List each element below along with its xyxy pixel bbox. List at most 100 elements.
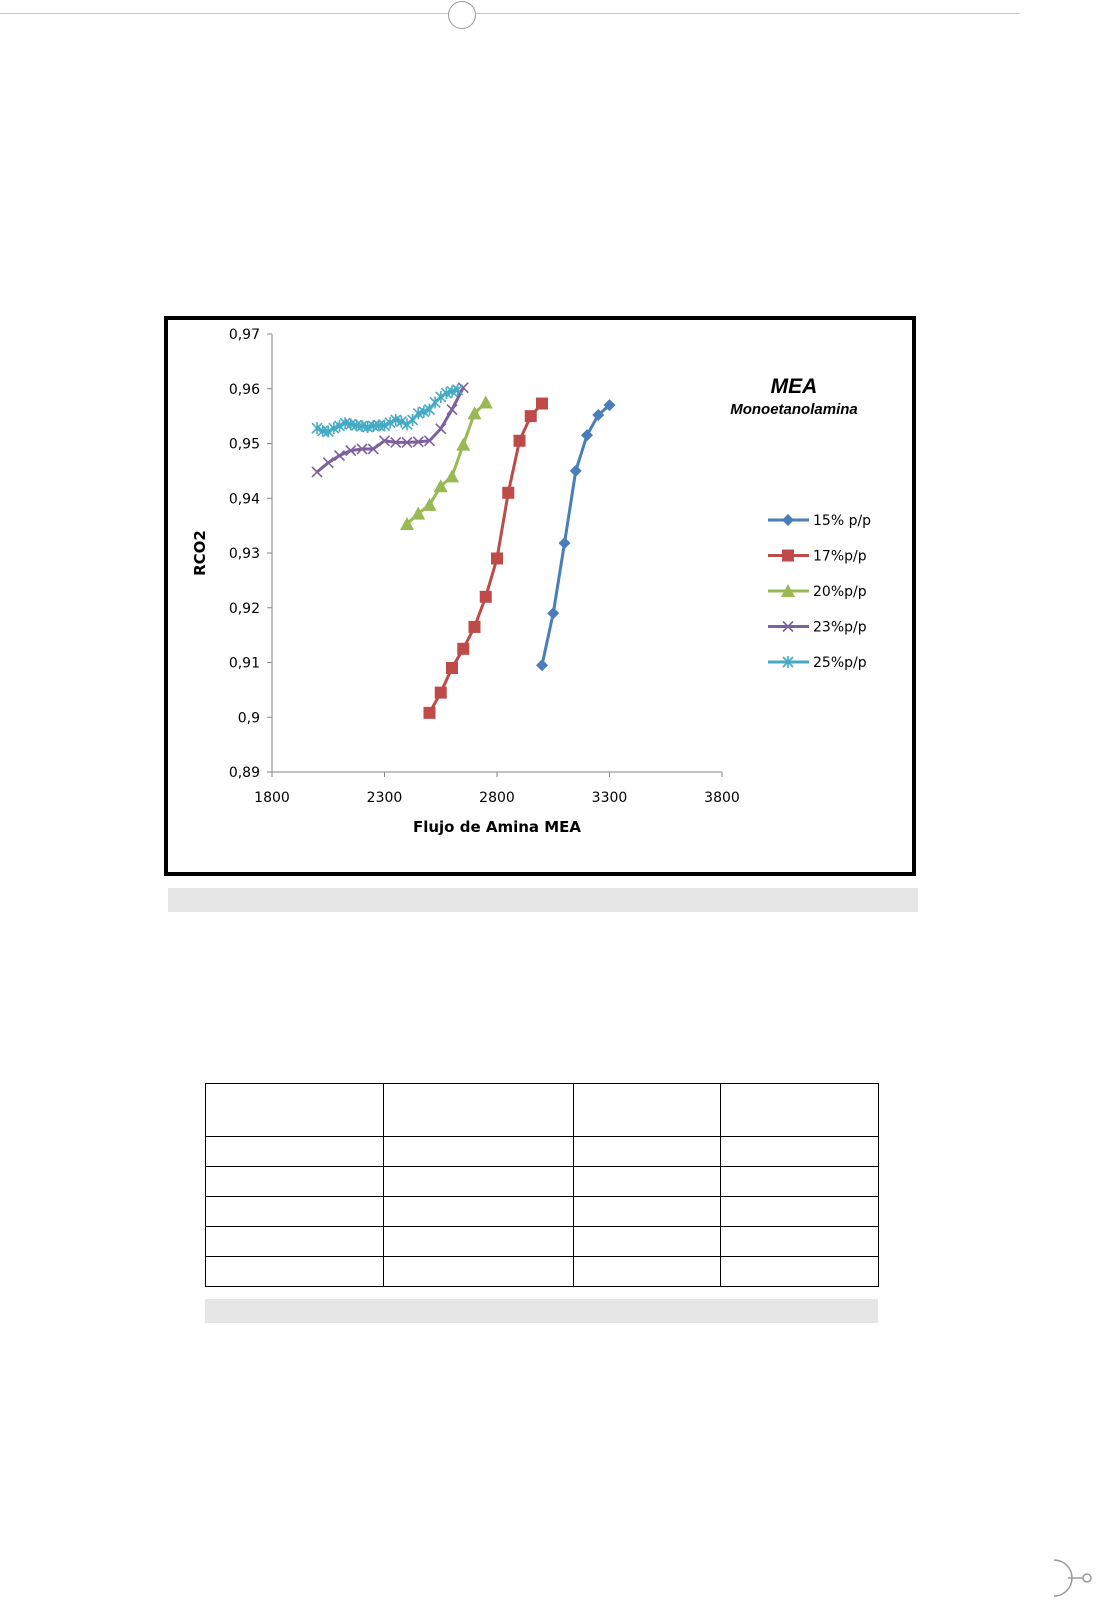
header-circle-ornament (448, 1, 476, 29)
x-tick-label: 3300 (592, 790, 628, 806)
data-point (378, 419, 391, 432)
data-point (422, 497, 437, 511)
y-tick-label: 0,89 (229, 765, 260, 781)
data-point (536, 659, 548, 672)
data-point (445, 469, 459, 483)
table-caption-bar (205, 1299, 878, 1323)
legend-item: 20%p/p (768, 584, 867, 600)
data-point (322, 457, 334, 469)
y-tick-label: 0,96 (229, 382, 260, 398)
data-point (401, 436, 413, 448)
legend-marker (782, 620, 794, 633)
y-tick-label: 0,95 (229, 437, 260, 453)
legend-item: 25%p/p (768, 655, 867, 671)
data-point (367, 443, 379, 455)
data-point (423, 435, 436, 447)
data-point (395, 415, 407, 428)
x-tick-label: 3800 (704, 790, 740, 806)
table-row (205, 1256, 879, 1287)
x-axis-label: Flujo de Amina MEA (413, 818, 581, 836)
data-point (345, 445, 357, 457)
legend-label: 23%p/p (813, 620, 867, 636)
data-point (378, 435, 391, 447)
data-point (592, 409, 605, 422)
data-point (401, 418, 413, 431)
legend-label: 15% p/p (813, 513, 871, 529)
page-corner-ornament (1053, 1559, 1092, 1597)
y-tick-label: 0,91 (229, 656, 260, 672)
data-point (452, 383, 464, 396)
series-group (311, 382, 616, 719)
legend-label: 17%p/p (813, 549, 867, 565)
chart-frame: 0,89 0,9 0,91 0,92 0,93 0,94 0,95 0,96 0,97 1800… (164, 316, 916, 876)
table-header-cell (205, 1083, 384, 1137)
data-table (205, 1083, 879, 1287)
data-point (400, 516, 414, 530)
data-point (569, 464, 582, 477)
series-23-p-p (311, 382, 469, 478)
series-line (540, 404, 611, 666)
data-point (491, 552, 503, 565)
x-tick-label: 2300 (367, 790, 403, 806)
data-point (513, 434, 526, 447)
data-point (478, 395, 493, 409)
legend-label: 25%p/p (813, 655, 867, 671)
table-cell (720, 1136, 879, 1167)
data-point (603, 399, 616, 412)
data-point (457, 382, 469, 394)
table-cell (720, 1256, 879, 1287)
table-cell (205, 1196, 384, 1227)
data-point (411, 506, 426, 520)
data-point (384, 416, 396, 429)
table-row (205, 1196, 879, 1227)
data-point (479, 590, 492, 603)
data-point (423, 403, 436, 416)
table-header-row (205, 1083, 879, 1137)
legend-item: 17%p/p (768, 549, 867, 565)
header-rule (0, 13, 1020, 14)
data-point (435, 390, 447, 403)
data-point (333, 449, 346, 462)
series-25-p-p (311, 383, 464, 438)
y-tick-label: 0,92 (229, 601, 260, 617)
data-point (457, 642, 470, 655)
series-20-p-p (400, 395, 493, 530)
data-point (390, 436, 402, 448)
table-cell (720, 1226, 879, 1257)
x-ticks: 1800 2300 2800 3300 3800 (254, 772, 740, 806)
legend-marker (782, 656, 794, 668)
x-tick-label: 1800 (254, 790, 290, 806)
table-cell (573, 1166, 721, 1197)
chart-subtitle: Monoetanolamina (730, 401, 858, 418)
table-cell (205, 1226, 384, 1257)
y-ticks: 0,89 0,9 0,91 0,92 0,93 0,94 0,95 0,96 0,97 (229, 327, 272, 781)
table-cell (383, 1226, 574, 1257)
data-point (468, 620, 481, 633)
table-cell (573, 1196, 721, 1227)
y-tick-label: 0,93 (229, 546, 260, 562)
table-cell (720, 1196, 879, 1227)
data-point (446, 661, 458, 674)
table-header-cell (573, 1083, 721, 1137)
line-chart: 0,89 0,9 0,91 0,92 0,93 0,94 0,95 0,96 0,97 1800… (191, 327, 871, 836)
legend-marker (782, 549, 794, 562)
table-cell (720, 1166, 879, 1197)
axes: 0,89 0,9 0,91 0,92 0,93 0,94 0,95 0,96 0,97 1800… (229, 327, 740, 806)
table-header-cell (720, 1083, 879, 1137)
data-point (558, 537, 571, 550)
series-15-p-p (536, 399, 616, 672)
data-point (333, 419, 346, 432)
data-point (412, 436, 424, 448)
data-point (423, 706, 436, 719)
data-point (456, 437, 471, 451)
table-row (205, 1136, 879, 1167)
data-point (322, 425, 334, 438)
data-point (434, 686, 447, 699)
data-point (311, 466, 323, 478)
data-point (581, 429, 593, 442)
table-cell (205, 1136, 384, 1167)
legend-item: 23%p/p (768, 620, 867, 636)
legend-label: 20%p/p (813, 584, 867, 600)
data-point (356, 443, 368, 455)
table-cell (573, 1256, 721, 1287)
